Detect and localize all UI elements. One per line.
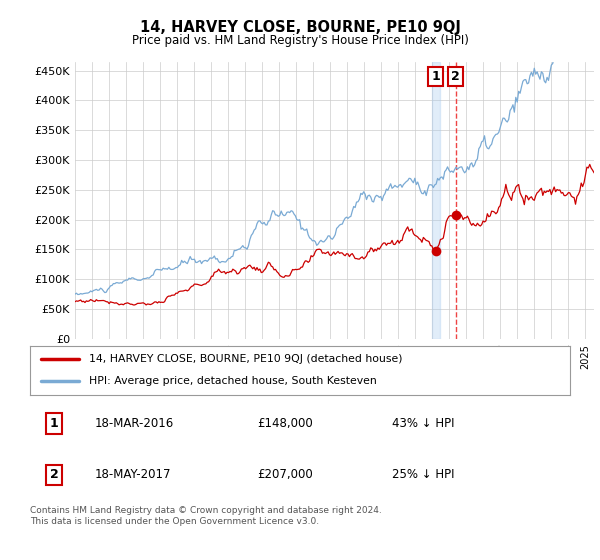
Text: £148,000: £148,000 [257,417,313,430]
Text: 14, HARVEY CLOSE, BOURNE, PE10 9QJ: 14, HARVEY CLOSE, BOURNE, PE10 9QJ [140,20,460,35]
Text: 2: 2 [50,468,59,482]
Text: 18-MAR-2016: 18-MAR-2016 [95,417,174,430]
Text: 25% ↓ HPI: 25% ↓ HPI [392,468,454,482]
Text: 1: 1 [431,70,440,83]
Text: £207,000: £207,000 [257,468,313,482]
Text: Price paid vs. HM Land Registry's House Price Index (HPI): Price paid vs. HM Land Registry's House … [131,34,469,46]
Text: 1: 1 [50,417,59,430]
Text: 43% ↓ HPI: 43% ↓ HPI [392,417,454,430]
Text: 18-MAY-2017: 18-MAY-2017 [95,468,172,482]
Text: 14, HARVEY CLOSE, BOURNE, PE10 9QJ (detached house): 14, HARVEY CLOSE, BOURNE, PE10 9QJ (deta… [89,354,403,365]
Text: 2: 2 [451,70,460,83]
Text: Contains HM Land Registry data © Crown copyright and database right 2024.
This d: Contains HM Land Registry data © Crown c… [30,506,382,526]
Text: HPI: Average price, detached house, South Kesteven: HPI: Average price, detached house, Sout… [89,376,377,386]
Bar [431,62,440,339]
